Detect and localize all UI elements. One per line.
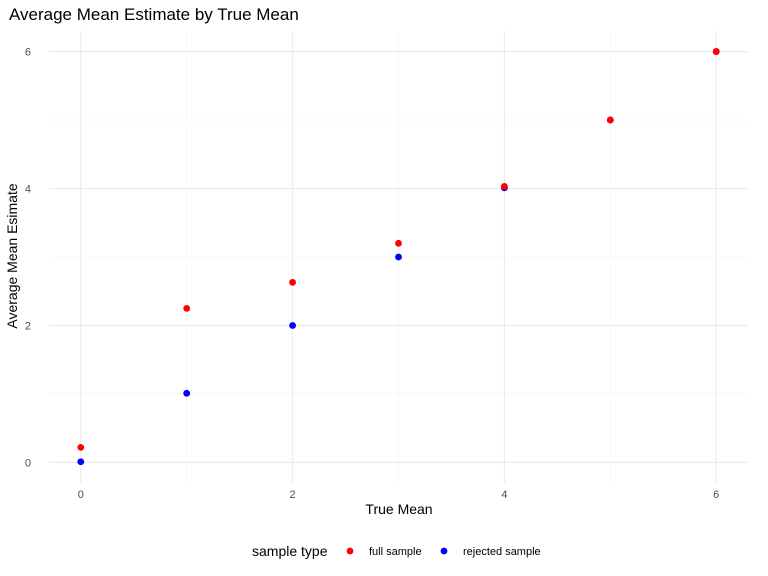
legend-key-rejected-sample — [440, 547, 448, 555]
point-full-sample — [606, 116, 614, 124]
data-points — [77, 48, 720, 466]
y-axis-ticks: 0 2 4 6 — [25, 47, 31, 470]
legend-label-full-sample: full sample — [369, 546, 422, 558]
y-tick-label: 4 — [25, 184, 31, 196]
x-tick-label: 2 — [290, 489, 296, 501]
x-axis-title: True Mean — [365, 501, 432, 517]
point-full-sample — [501, 183, 508, 190]
point-rejected-sample — [183, 389, 191, 397]
point-rejected-sample — [77, 458, 85, 466]
x-tick-label: 0 — [78, 489, 84, 501]
legend-item-full-sample: full sample — [346, 546, 422, 558]
x-tick-label: 4 — [501, 489, 507, 501]
y-tick-label: 0 — [25, 457, 31, 469]
point-full-sample — [395, 239, 402, 247]
legend-title: sample type — [252, 543, 328, 559]
point-rejected-sample — [289, 322, 296, 329]
point-rejected-sample — [395, 253, 402, 261]
legend-label-rejected-sample: rejected sample — [463, 546, 541, 558]
legend-item-rejected-sample: rejected sample — [440, 546, 541, 558]
x-tick-label: 6 — [713, 489, 719, 501]
chart-title: Average Mean Estimate by True Mean — [9, 5, 299, 24]
legend: sample type full sample rejected sample — [252, 543, 541, 559]
point-full-sample — [77, 443, 85, 451]
y-axis-title: Average Mean Esimate — [4, 183, 20, 328]
y-tick-label: 6 — [25, 47, 31, 59]
legend-key-full-sample — [346, 547, 354, 555]
x-axis-ticks: 0 2 4 6 — [78, 489, 720, 501]
point-full-sample — [289, 278, 296, 286]
point-full-sample — [712, 48, 720, 55]
point-full-sample — [183, 304, 191, 312]
y-tick-label: 2 — [25, 320, 31, 332]
